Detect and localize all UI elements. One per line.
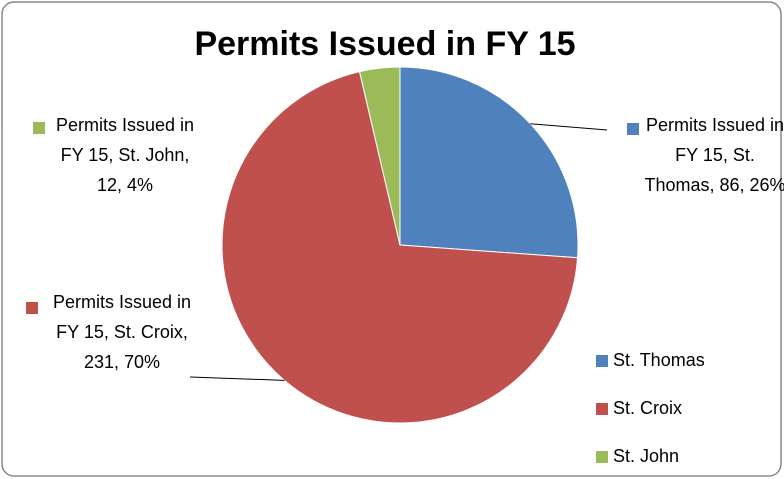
legend-swatch — [596, 451, 608, 463]
data-label: Permits Issued in FY 15, St. Thomas, 86,… — [644, 115, 784, 195]
data-label-box: Permits Issued in FY 15, St. Croix, 231,… — [52, 292, 192, 372]
legend-swatch — [596, 403, 608, 415]
legend-label: St. Croix — [613, 398, 682, 418]
leader-line — [530, 123, 608, 131]
pie-slice — [399, 66, 579, 259]
chart-title: Permits Issued in FY 15 — [194, 25, 575, 63]
data-label-box: Permits Issued in FY 15, St. Thomas, 86,… — [644, 115, 784, 195]
pie-slice — [358, 66, 401, 246]
legend-swatch — [596, 355, 608, 367]
label-key — [33, 122, 45, 134]
label-key — [26, 302, 38, 314]
legend-label: St. John — [613, 446, 679, 466]
leader-line — [189, 376, 285, 381]
data-label: Permits Issued in FY 15, St. Croix, 231,… — [52, 292, 192, 372]
legend-label: St. Thomas — [613, 350, 705, 370]
pie-slice — [221, 71, 579, 424]
data-label: Permits Issued in FY 15, St. John, 12, 4… — [55, 115, 195, 195]
label-key — [627, 123, 639, 135]
data-label-box: Permits Issued in FY 15, St. John, 12, 4… — [55, 115, 195, 195]
